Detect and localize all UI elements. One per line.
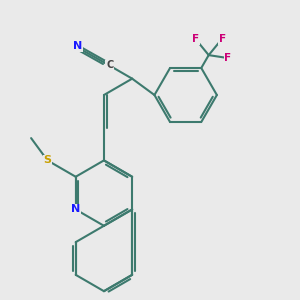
Text: S: S: [44, 155, 52, 165]
Text: N: N: [71, 204, 80, 214]
Text: F: F: [224, 53, 232, 63]
Text: F: F: [192, 34, 199, 44]
Text: N: N: [73, 41, 82, 51]
Text: C: C: [106, 60, 113, 70]
Text: F: F: [218, 34, 226, 44]
